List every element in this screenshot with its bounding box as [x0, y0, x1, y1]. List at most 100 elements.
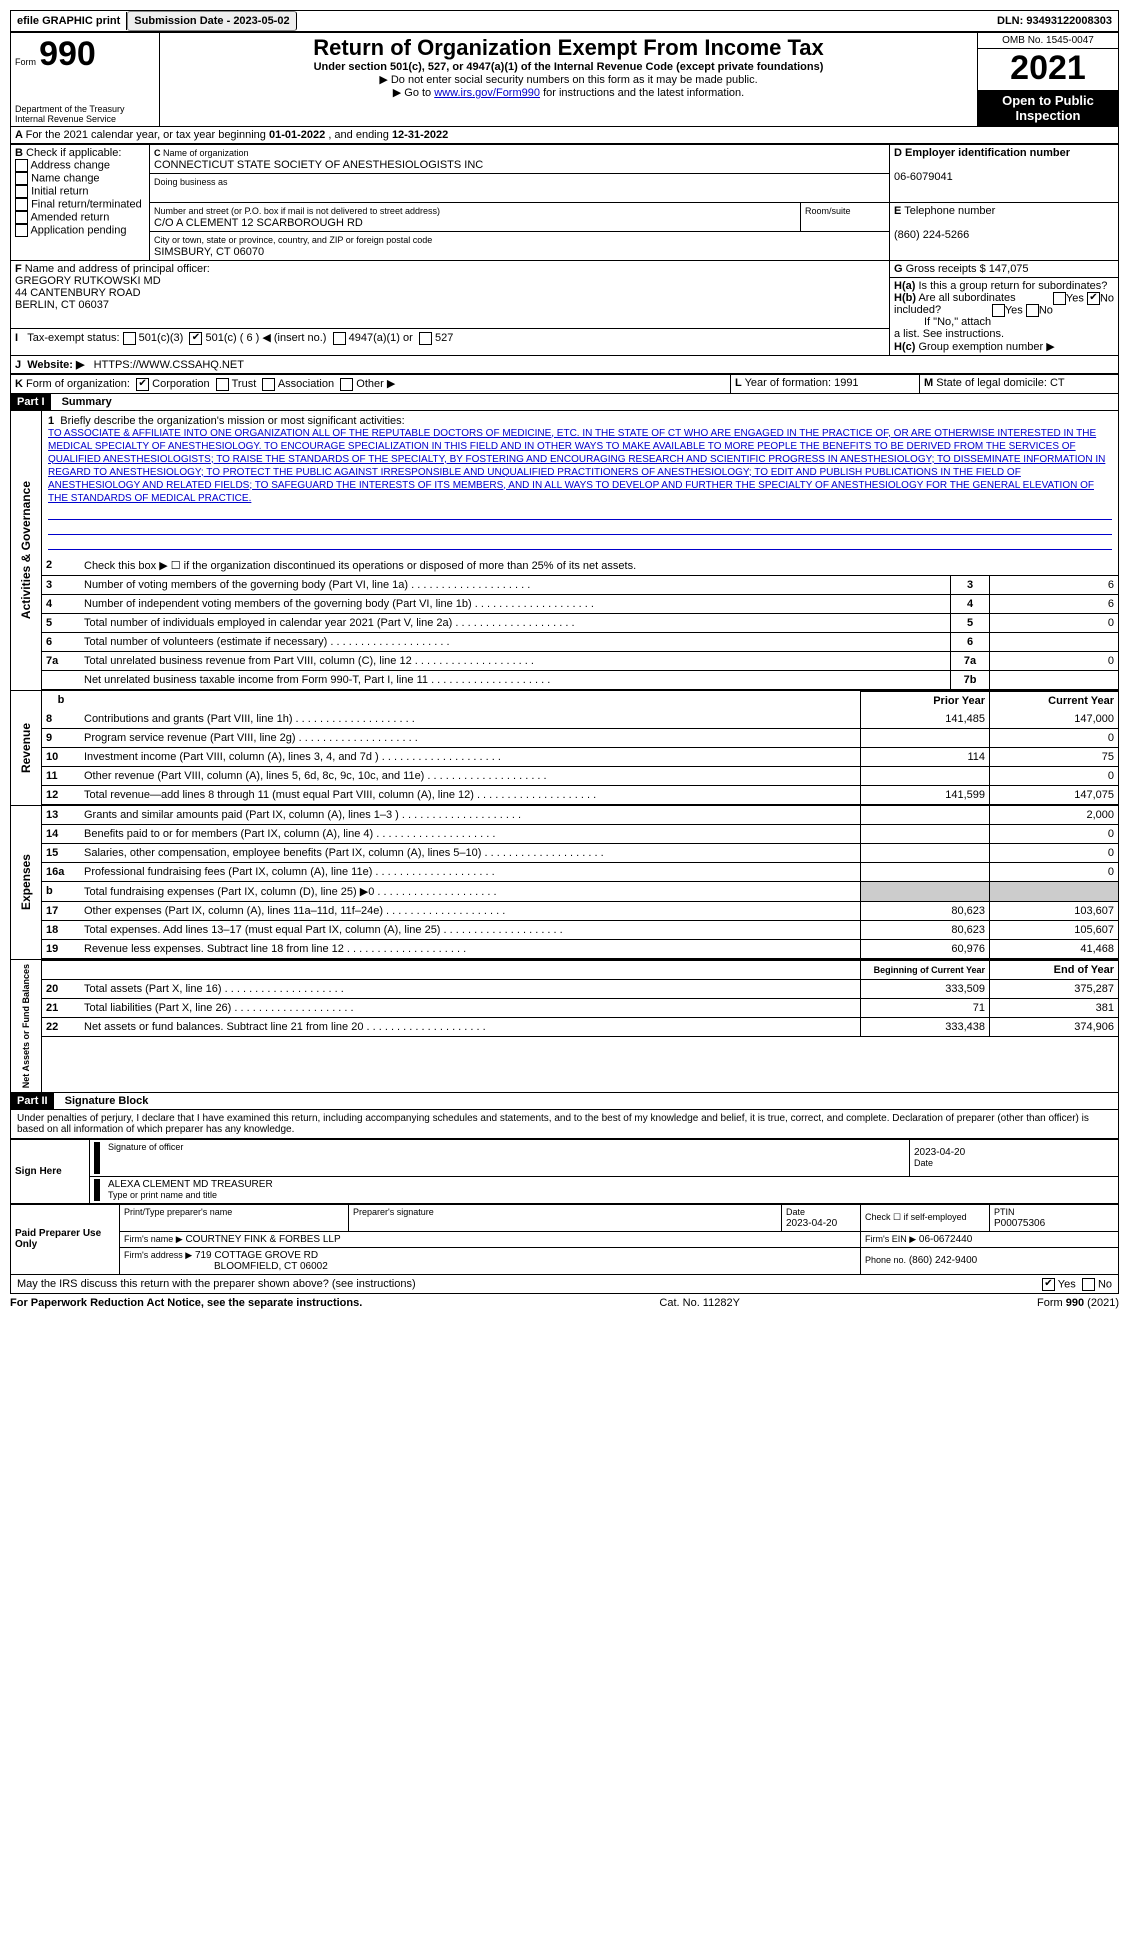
- irs-link[interactable]: www.irs.gov/Form990: [434, 87, 540, 99]
- efile-label: efile GRAPHIC print: [11, 12, 127, 30]
- table-row: 20 Total assets (Part X, line 16) 333,50…: [42, 979, 1118, 998]
- discuss-no-checkbox[interactable]: [1082, 1278, 1095, 1291]
- gov-vlabel: Activities & Governance: [17, 477, 35, 623]
- net-hdr-current: End of Year: [990, 960, 1119, 979]
- part1-title: Summary: [54, 396, 112, 408]
- table-row: 12 Total revenue—add lines 8 through 11 …: [42, 785, 1118, 804]
- tax-year: 2021: [978, 49, 1118, 88]
- klm-row: K Form of organization: Corporation Trus…: [10, 374, 1119, 394]
- perjury-text: Under penalties of perjury, I declare th…: [10, 1110, 1119, 1139]
- firm-ein: 06-0672440: [919, 1234, 972, 1245]
- 501c3-checkbox[interactable]: [123, 332, 136, 345]
- table-row: b Total fundraising expenses (Part IX, c…: [42, 881, 1118, 901]
- form-title: Return of Organization Exempt From Incom…: [164, 35, 973, 61]
- prep-sig-label: Preparer's signature: [353, 1207, 434, 1217]
- prep-date: 2023-04-20: [786, 1218, 837, 1229]
- d-label: Employer identification number: [905, 147, 1070, 159]
- hb-no-checkbox[interactable]: [1026, 304, 1039, 317]
- k-assoc: Association: [278, 378, 334, 390]
- net-hdr-prior: Beginning of Current Year: [861, 960, 990, 979]
- k-trust: Trust: [232, 378, 257, 390]
- form-footer: Form 990 (2021): [1037, 1297, 1119, 1309]
- part2-title: Signature Block: [57, 1095, 149, 1107]
- final-return-checkbox[interactable]: [15, 198, 28, 211]
- firm-ein-label: Firm's EIN ▶: [865, 1234, 916, 1244]
- 527-checkbox[interactable]: [419, 332, 432, 345]
- 4947-checkbox[interactable]: [333, 332, 346, 345]
- k-corp-checkbox[interactable]: [136, 378, 149, 391]
- firm-addr2: BLOOMFIELD, CT 06002: [214, 1261, 328, 1272]
- period-row: A For the 2021 calendar year, or tax yea…: [10, 127, 1119, 144]
- form-label: Form: [15, 57, 36, 67]
- k-trust-checkbox[interactable]: [216, 378, 229, 391]
- discuss-yes-checkbox[interactable]: [1042, 1278, 1055, 1291]
- table-row: 10 Investment income (Part VIII, column …: [42, 747, 1118, 766]
- opt-pending: Application pending: [30, 224, 126, 236]
- k-label: Form of organization:: [26, 378, 130, 390]
- discuss-row: May the IRS discuss this return with the…: [10, 1275, 1119, 1294]
- city-value: SIMSBURY, CT 06070: [154, 246, 264, 258]
- e-label: Telephone number: [904, 205, 995, 217]
- ha-yes-checkbox[interactable]: [1053, 292, 1066, 305]
- ha-no-checkbox[interactable]: [1087, 292, 1100, 305]
- table-row: 14 Benefits paid to or for members (Part…: [42, 824, 1118, 843]
- form-number: 990: [39, 35, 96, 73]
- gross-receipts: 147,075: [989, 263, 1029, 275]
- opt-initial: Initial return: [31, 185, 88, 197]
- k-other: Other ▶: [356, 378, 395, 390]
- period-mid: , and ending: [328, 129, 392, 141]
- table-row: 3 Number of voting members of the govern…: [42, 575, 1118, 594]
- form-subtitle-3: ▶ Go to www.irs.gov/Form990 for instruct…: [164, 86, 973, 99]
- table-row: 15 Salaries, other compensation, employe…: [42, 843, 1118, 862]
- k-assoc-checkbox[interactable]: [262, 378, 275, 391]
- table-row: 19 Revenue less expenses. Subtract line …: [42, 939, 1118, 958]
- form-subtitle-2: ▶ Do not enter social security numbers o…: [164, 73, 973, 86]
- ha-label: Is this a group return for subordinates?: [918, 280, 1107, 292]
- firm-phone: (860) 242-9400: [909, 1255, 977, 1266]
- hb-note: If "No," attach a list. See instructions…: [894, 316, 1004, 340]
- exp-lines: 13 Grants and similar amounts paid (Part…: [42, 806, 1118, 959]
- period-begin: 01-01-2022: [269, 129, 325, 141]
- 501c-insert: 501(c) ( 6 ) ◀ (insert no.): [205, 332, 326, 344]
- sig-officer-label: Signature of officer: [108, 1142, 183, 1152]
- j-label: Website: ▶: [27, 359, 84, 371]
- prep-name-label: Print/Type preparer's name: [124, 1207, 232, 1217]
- opt-final: Final return/terminated: [31, 198, 142, 210]
- part2-header-row: Part II Signature Block: [10, 1093, 1119, 1110]
- sign-here-label: Sign Here: [11, 1139, 90, 1203]
- officer-name: GREGORY RUTKOWSKI MD: [15, 275, 161, 287]
- initial-return-checkbox[interactable]: [15, 185, 28, 198]
- amended-return-checkbox[interactable]: [15, 211, 28, 224]
- net-section: Net Assets or Fund Balances Beginning of…: [10, 960, 1119, 1093]
- rev-section: Revenue b Prior Year Current Year 8 Cont…: [10, 691, 1119, 806]
- application-pending-checkbox[interactable]: [15, 224, 28, 237]
- address-change-checkbox[interactable]: [15, 159, 28, 172]
- ein-value: 06-6079041: [894, 171, 953, 183]
- sign-here-table: Sign Here Signature of officer 2023-04-2…: [10, 1139, 1119, 1204]
- g-label: Gross receipts $: [906, 263, 986, 275]
- date-label: Date: [914, 1158, 933, 1168]
- part1-label: Part I: [11, 394, 51, 410]
- mission-line: [48, 522, 1112, 535]
- street-label: Number and street (or P.O. box if mail i…: [154, 206, 440, 216]
- table-row: 17 Other expenses (Part IX, column (A), …: [42, 901, 1118, 920]
- dba-label: Doing business as: [154, 177, 228, 187]
- table-row: 7a Total unrelated business revenue from…: [42, 651, 1118, 670]
- dept-label: Department of the Treasury Internal Reve…: [15, 104, 155, 124]
- form-subtitle-1: Under section 501(c), 527, or 4947(a)(1)…: [164, 61, 973, 73]
- mission-text: TO ASSOCIATE & AFFILIATE INTO ONE ORGANI…: [48, 427, 1112, 505]
- goto-post: for instructions and the latest informat…: [543, 87, 744, 99]
- officer-type-label: Type or print name and title: [108, 1190, 217, 1200]
- table-row: 8 Contributions and grants (Part VIII, l…: [42, 710, 1118, 729]
- l-value: 1991: [834, 377, 858, 389]
- opt-address: Address change: [30, 159, 110, 171]
- website-value: HTTPS://WWW.CSSAHQ.NET: [94, 359, 244, 371]
- rev-vlabel: Revenue: [17, 719, 35, 777]
- exp-vlabel: Expenses: [17, 850, 35, 914]
- b-label: Check if applicable:: [26, 147, 121, 159]
- name-change-checkbox[interactable]: [15, 172, 28, 185]
- hb-yes-checkbox[interactable]: [992, 304, 1005, 317]
- submission-date-button[interactable]: Submission Date - 2023-05-02: [127, 11, 296, 31]
- 501c-checkbox[interactable]: [189, 332, 202, 345]
- k-other-checkbox[interactable]: [340, 378, 353, 391]
